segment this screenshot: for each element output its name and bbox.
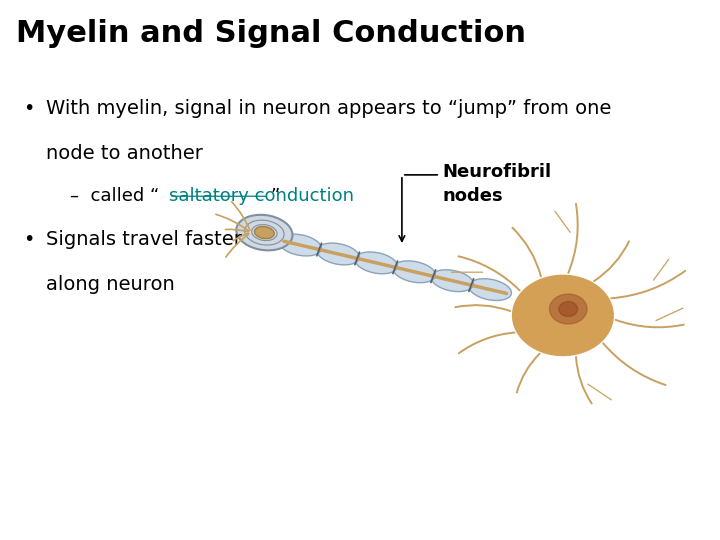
- Text: Neurofibril: Neurofibril: [442, 163, 552, 181]
- Text: •: •: [23, 99, 35, 118]
- Circle shape: [513, 275, 613, 355]
- Text: node to another: node to another: [46, 144, 203, 164]
- Ellipse shape: [236, 215, 292, 251]
- Ellipse shape: [469, 279, 511, 300]
- Ellipse shape: [254, 227, 274, 239]
- Ellipse shape: [279, 234, 321, 256]
- Text: Signals travel faster: Signals travel faster: [46, 230, 242, 249]
- Text: Myelin and Signal Conduction: Myelin and Signal Conduction: [16, 19, 526, 48]
- Ellipse shape: [393, 261, 436, 282]
- Ellipse shape: [431, 270, 474, 292]
- Text: ”: ”: [271, 187, 280, 205]
- Text: –  called “: – called “: [70, 187, 159, 205]
- Text: With myelin, signal in neuron appears to “jump” from one: With myelin, signal in neuron appears to…: [46, 99, 612, 118]
- Circle shape: [549, 294, 587, 324]
- Circle shape: [559, 301, 577, 316]
- Ellipse shape: [355, 252, 397, 274]
- Text: along neuron: along neuron: [46, 275, 175, 294]
- Text: saltatory conduction: saltatory conduction: [169, 187, 354, 205]
- Text: nodes: nodes: [442, 187, 503, 205]
- Text: •: •: [23, 230, 35, 249]
- Ellipse shape: [317, 243, 359, 265]
